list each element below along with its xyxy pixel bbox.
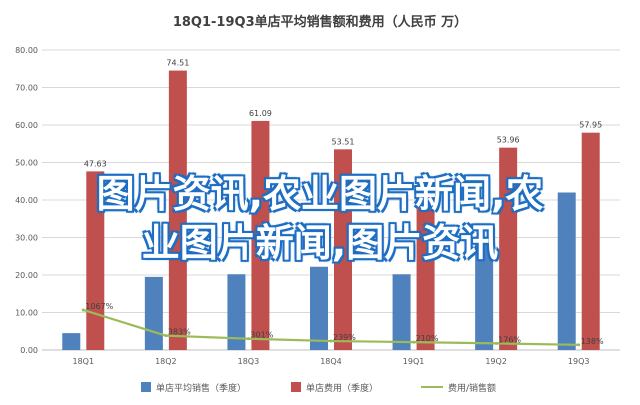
bar-cost-label: 47.63	[84, 159, 107, 168]
legend-swatch-cost	[291, 382, 301, 392]
bar-cost-label: 53.96	[497, 136, 520, 145]
y-tick-label: 40.00	[15, 196, 38, 205]
ratio-point	[164, 334, 168, 338]
bar-cost-label: 57.95	[579, 121, 602, 130]
grid-layer	[42, 49, 620, 351]
x-tick-label: 18Q3	[238, 357, 260, 366]
bar-cost	[86, 171, 105, 350]
ratio-point	[81, 308, 85, 312]
y-tick-label: 70.00	[15, 84, 38, 93]
ratio-label: 1067%	[85, 302, 113, 311]
bar-sales	[392, 274, 411, 350]
legend-swatch-sales	[141, 382, 151, 392]
legend: 单店平均销售（季度） 单店费用（季度） 费用/销售额	[141, 382, 496, 394]
y-tick-label: 30.00	[15, 234, 38, 243]
x-tick-label: 19Q1	[403, 357, 425, 366]
legend-label-sales: 单店平均销售（季度）	[156, 382, 246, 394]
x-tick-label: 18Q4	[320, 357, 342, 366]
line-layer	[81, 308, 581, 347]
bar-cost	[581, 132, 600, 350]
ratio-label: 176%	[498, 335, 521, 344]
ratio-label: 138%	[581, 337, 604, 346]
bar-cost	[334, 149, 352, 350]
ratio-point	[577, 343, 581, 347]
ratio-point	[329, 339, 333, 343]
ratio-label: 301%	[250, 331, 273, 340]
y-axis-ticks: 0.00 10.00 20.00 30.00 40.00 50.00 60.00 70.00 8…	[15, 46, 38, 355]
legend-label-ratio: 费用/销售额	[448, 382, 496, 394]
bar-cost	[416, 196, 435, 350]
bar-cost	[168, 70, 187, 351]
bar-sales	[557, 192, 576, 350]
bar-sales	[227, 274, 246, 350]
ratio-point	[494, 341, 498, 345]
bar-cost-label: 61.09	[249, 109, 272, 118]
bar-sales	[144, 276, 163, 350]
bar-cost	[251, 120, 270, 350]
y-tick-label: 50.00	[15, 159, 38, 168]
x-axis-ticks: 18Q1 18Q2 18Q3 18Q4 19Q1 19Q2 19Q3	[72, 357, 589, 366]
legend-label-cost: 单店费用（季度）	[306, 382, 378, 394]
x-tick-label: 19Q3	[568, 357, 590, 366]
x-tick-label: 19Q2	[485, 357, 507, 366]
bar-sales	[310, 266, 328, 350]
y-tick-label: 60.00	[15, 121, 38, 130]
x-tick-label: 18Q2	[155, 357, 177, 366]
y-tick-label: 0.00	[20, 346, 38, 355]
y-tick-label: 20.00	[15, 271, 38, 280]
bar-layer	[62, 70, 600, 351]
y-tick-label: 80.00	[15, 46, 38, 55]
ratio-label: 210%	[416, 334, 439, 343]
ratio-label: 239%	[333, 333, 356, 342]
x-tick-label: 18Q1	[72, 357, 94, 366]
ratio-point	[412, 340, 416, 344]
ratio-label: 383%	[168, 328, 191, 337]
data-label-layer: 47.63 74.51 61.09 53.51 53.96 57.95 1067% 383% 3…	[84, 59, 604, 346]
bar-sales	[475, 236, 494, 350]
bar-cost-label: 53.51	[332, 137, 355, 146]
bar-sales	[62, 333, 81, 350]
ratio-point	[246, 337, 250, 341]
y-tick-label: 10.00	[15, 309, 38, 318]
bar-cost	[499, 147, 518, 350]
bar-cost-label: 74.51	[166, 59, 189, 68]
chart-title: 18Q1-19Q3单店平均销售额和费用（人民币 万）	[173, 14, 467, 30]
